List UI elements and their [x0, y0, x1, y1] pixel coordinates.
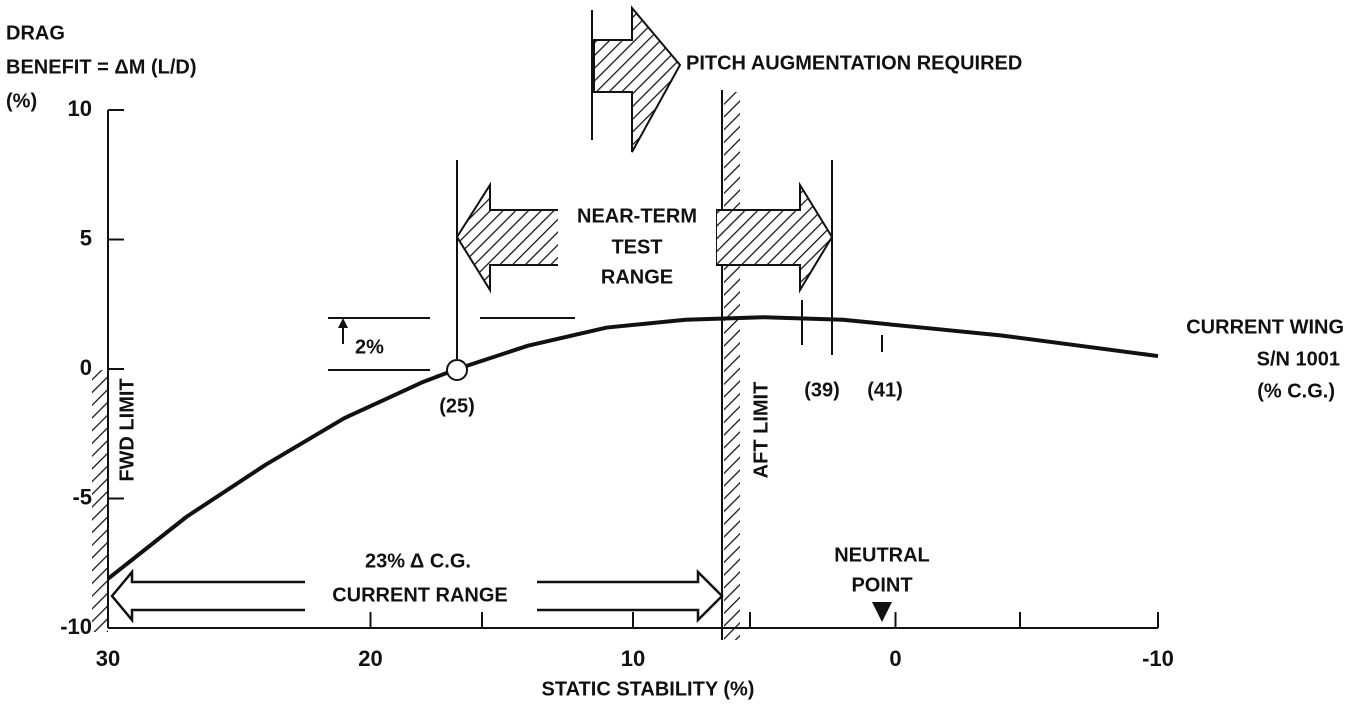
annotation: (25)	[439, 395, 475, 417]
annotation: TEST	[611, 236, 662, 258]
annotation: (% C.G.)	[1257, 380, 1335, 402]
x-tick-label: 0	[889, 646, 901, 671]
annotation: 23% Δ C.G.	[365, 550, 471, 572]
curve	[106, 315, 1159, 581]
annotation: POINT	[851, 574, 912, 596]
y-tick-label: -5	[72, 484, 92, 509]
annotation: RANGE	[601, 266, 673, 288]
annotation: 2%	[355, 336, 384, 358]
near-term-left-arrow	[455, 181, 561, 294]
x-tick-label: 10	[621, 646, 645, 671]
near-term-right-arrow	[715, 181, 834, 294]
annotation: PITCH AUGMENTATION REQUIRED	[686, 52, 1022, 74]
pitch-arrow	[593, 5, 682, 153]
y-axis-label: BENEFIT = ΔM (L/D)	[6, 56, 196, 78]
point-marker	[446, 359, 468, 381]
x-axis-label: STATIC STABILITY (%)	[542, 678, 755, 700]
annotation: (41)	[867, 379, 903, 401]
y-axis-label: (%)	[6, 90, 37, 112]
neutral-point-marker	[872, 602, 892, 622]
annotation: NEUTRAL	[834, 544, 930, 566]
y-tick-label: 0	[80, 355, 92, 380]
label-bg	[305, 575, 537, 617]
annotation: AFT LIMIT	[750, 382, 772, 479]
x-tick-label: -10	[1142, 646, 1174, 671]
y-tick-label: -10	[60, 614, 92, 639]
bracket-arrowhead	[338, 318, 348, 328]
aft-limit-hatch	[724, 92, 740, 640]
annotation: CURRENT WING	[1186, 316, 1344, 338]
x-tick-label: 20	[358, 646, 382, 671]
annotation: CURRENT RANGE	[332, 584, 508, 606]
annotation: S/N 1001	[1257, 348, 1340, 370]
annotation: FWD LIMIT	[116, 378, 138, 481]
minor-ticks	[481, 612, 1021, 628]
x-tick-label: 30	[96, 646, 120, 671]
annotation: (39)	[804, 379, 840, 401]
y-axis-label: DRAG	[6, 22, 65, 44]
fwd-limit-hatch	[92, 370, 108, 632]
y-tick-label: 5	[80, 225, 92, 250]
y-tick-label: 10	[68, 96, 92, 121]
label-bg	[558, 205, 716, 291]
annotation: NEAR-TERM	[577, 205, 697, 227]
